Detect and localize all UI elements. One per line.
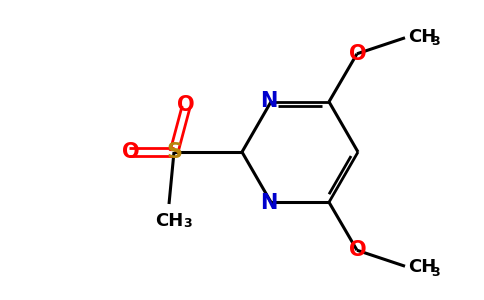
Text: S: S — [166, 142, 182, 162]
Text: 3: 3 — [431, 266, 439, 279]
Text: CH: CH — [155, 212, 183, 230]
Text: O: O — [349, 240, 367, 260]
Text: CH: CH — [408, 258, 436, 276]
Text: N: N — [260, 91, 278, 111]
Text: 3: 3 — [431, 35, 439, 48]
Text: 3: 3 — [183, 217, 192, 230]
Text: O: O — [177, 95, 195, 115]
Text: O: O — [122, 142, 140, 162]
Text: O: O — [349, 44, 367, 64]
Text: CH: CH — [408, 28, 436, 46]
Text: N: N — [260, 193, 278, 213]
